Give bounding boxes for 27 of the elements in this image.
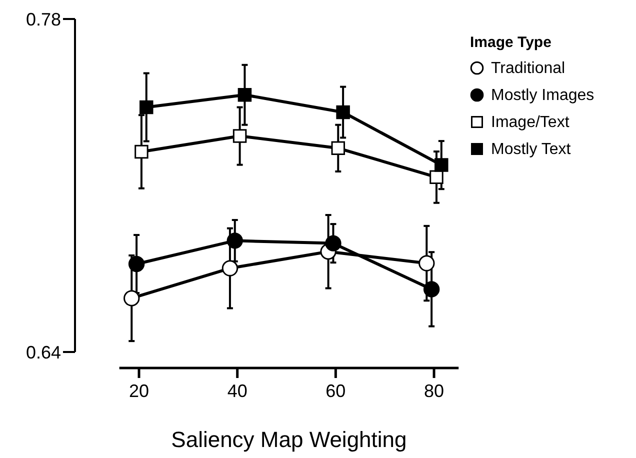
point: [140, 100, 154, 114]
point: [430, 170, 444, 184]
legend-label: Traditional: [491, 60, 566, 77]
y-tick-label: 0.78: [26, 9, 61, 30]
x-tick-label: 80: [424, 380, 444, 401]
point: [128, 256, 145, 272]
point: [232, 129, 247, 143]
point: [238, 88, 252, 102]
legend-label: Image/Text: [491, 114, 570, 131]
point: [325, 235, 342, 252]
point: [423, 281, 440, 298]
point: [331, 141, 346, 156]
y-tick-label: 0.64: [26, 342, 61, 362]
point: [222, 260, 238, 276]
x-tick-label: 60: [326, 380, 346, 401]
point: [434, 158, 448, 172]
point: [418, 255, 435, 272]
point: [124, 290, 140, 306]
point: [336, 105, 350, 120]
x-tick-label: 20: [128, 380, 150, 401]
legend-label: Mostly Text: [491, 141, 572, 158]
point: [134, 144, 148, 159]
point: [226, 232, 243, 249]
legend-label: Mostly Images: [491, 87, 594, 104]
x-tick-label: 40: [227, 380, 248, 401]
x-axis-title: Saliency Map Weighting: [171, 427, 407, 452]
legend-title: Image Type: [470, 34, 552, 51]
